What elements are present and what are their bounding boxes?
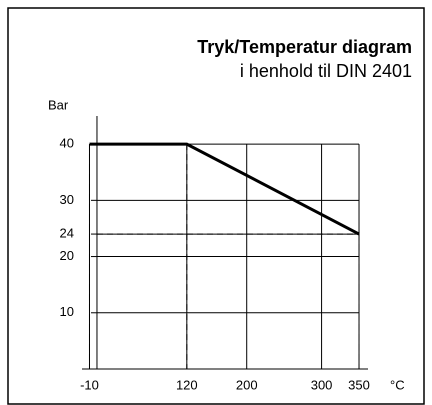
y-tick-label: 20: [60, 248, 74, 263]
x-tick-label: 300: [311, 377, 333, 392]
x-axis-label: °C: [390, 377, 405, 392]
y-tick-label: 24: [60, 226, 74, 241]
chart-subtitle: i henhold til DIN 2401: [240, 61, 412, 81]
x-tick-label: -10: [80, 377, 99, 392]
y-tick-label: 30: [60, 192, 74, 207]
x-tick-label: 200: [236, 377, 258, 392]
chart-title: Tryk/Temperatur diagram: [197, 37, 412, 57]
y-tick-label: 40: [60, 136, 74, 151]
x-tick-label: 120: [176, 377, 198, 392]
frame: [7, 7, 425, 405]
y-axis-label: Bar: [48, 97, 69, 112]
x-tick-label: 350: [348, 377, 370, 392]
y-tick-label: 10: [60, 304, 74, 319]
data-line: [89, 142, 360, 236]
